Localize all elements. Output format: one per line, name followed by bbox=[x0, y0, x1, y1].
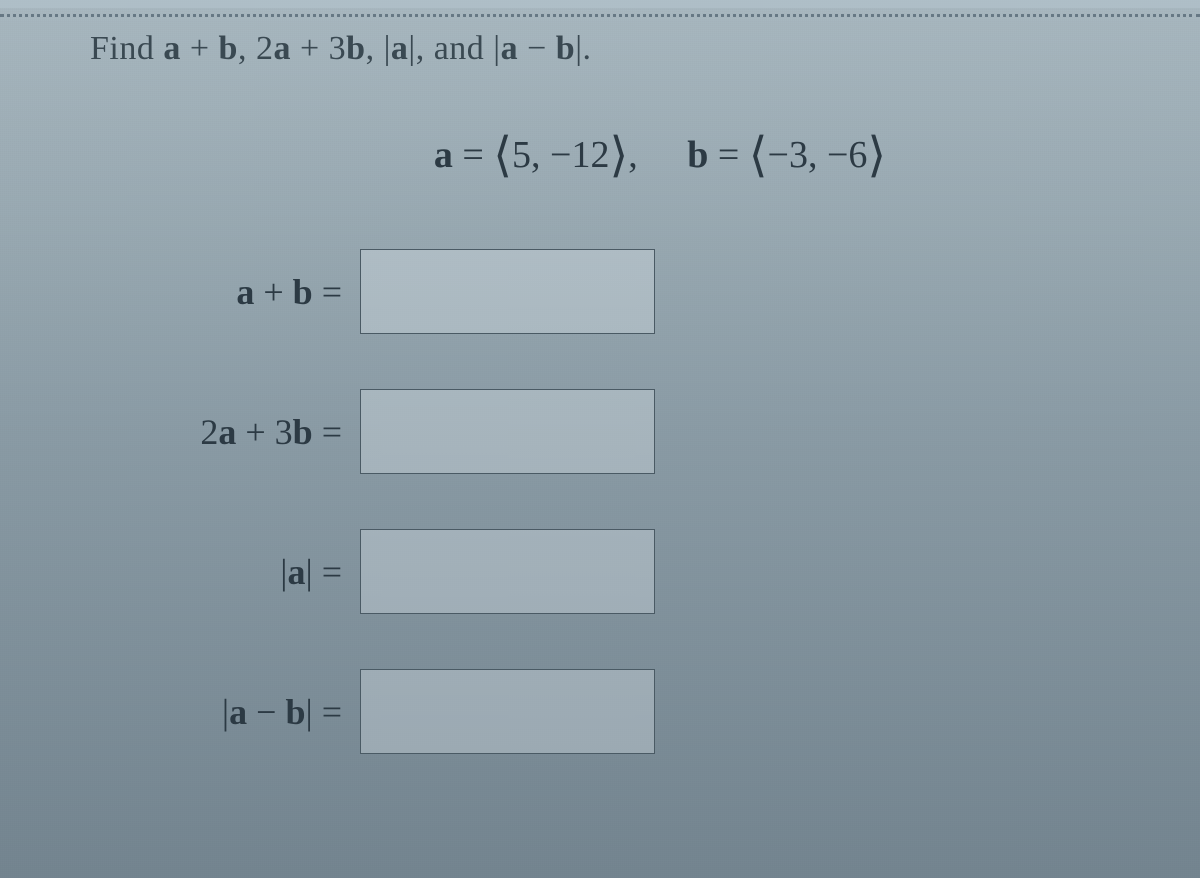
plus-sign: + 3 bbox=[236, 412, 292, 452]
instruction-prefix: Find bbox=[90, 30, 163, 67]
input-2a-plus-3b[interactable] bbox=[360, 389, 655, 474]
var-b: b bbox=[219, 30, 238, 67]
comma-spacer: , bbox=[628, 134, 638, 176]
plus-sign: + bbox=[181, 30, 219, 67]
vector-b-components: −3, −6 bbox=[768, 134, 868, 176]
var-b: b bbox=[346, 30, 365, 67]
vector-b-definition: b = ⟨−3, −6⟩ bbox=[687, 123, 886, 179]
answer-row-magnitude-a: |a| = bbox=[90, 529, 1110, 614]
vector-a-components: 5, −12 bbox=[512, 134, 609, 176]
instruction-text: Find a + b, 2a + 3b, |a|, and |a − b|. bbox=[90, 30, 1110, 68]
instruction-suffix: |. bbox=[575, 30, 591, 67]
given-vectors: a = ⟨5, −12⟩, b = ⟨−3, −6⟩ bbox=[90, 123, 1110, 179]
label-a-plus-b: a + b = bbox=[90, 271, 360, 313]
var-a: a bbox=[287, 552, 305, 592]
var-a: a bbox=[229, 692, 247, 732]
equals-sign: = bbox=[708, 134, 748, 176]
vector-a-definition: a = ⟨5, −12⟩, bbox=[434, 123, 638, 179]
minus-sign: − bbox=[518, 30, 556, 67]
question-content: Find a + b, 2a + 3b, |a|, and |a − b|. a… bbox=[0, 0, 1200, 754]
text-segment: , 2 bbox=[238, 30, 274, 67]
var-b: b bbox=[556, 30, 575, 67]
var-b: b bbox=[293, 412, 313, 452]
answer-row-2a-plus-3b: 2a + 3b = bbox=[90, 389, 1110, 474]
label-magnitude-a-minus-b: |a − b| = bbox=[90, 691, 360, 733]
input-a-plus-b[interactable] bbox=[360, 249, 655, 334]
label-2a-plus-3b: 2a + 3b = bbox=[90, 411, 360, 453]
var-a-label: a bbox=[434, 134, 453, 176]
answer-row-magnitude-a-minus-b: |a − b| = bbox=[90, 669, 1110, 754]
var-a: a bbox=[273, 30, 291, 67]
var-a: a bbox=[236, 272, 254, 312]
input-magnitude-a[interactable] bbox=[360, 529, 655, 614]
equals-sign: = bbox=[313, 412, 342, 452]
minus-sign: − bbox=[247, 692, 285, 732]
var-b-label: b bbox=[687, 134, 708, 176]
coefficient: 2 bbox=[200, 412, 218, 452]
var-a: a bbox=[501, 30, 519, 67]
abs-bar-equals: | = bbox=[305, 552, 342, 592]
var-b: b bbox=[285, 692, 305, 732]
text-segment: , | bbox=[366, 30, 391, 67]
input-magnitude-a-minus-b[interactable] bbox=[360, 669, 655, 754]
plus-sign: + bbox=[254, 272, 292, 312]
var-a: a bbox=[391, 30, 409, 67]
angle-bracket-close: ⟩ bbox=[609, 129, 628, 182]
var-a: a bbox=[163, 30, 181, 67]
equals-sign: = bbox=[453, 134, 493, 176]
angle-bracket-open: ⟨ bbox=[493, 129, 512, 182]
equals-sign: = bbox=[313, 272, 342, 312]
plus-sign: + 3 bbox=[291, 30, 346, 67]
text-segment: |, and | bbox=[408, 30, 500, 67]
abs-bar-equals: | = bbox=[305, 692, 342, 732]
var-a: a bbox=[218, 412, 236, 452]
var-b: b bbox=[293, 272, 313, 312]
answer-row-a-plus-b: a + b = bbox=[90, 249, 1110, 334]
angle-bracket-open: ⟨ bbox=[749, 129, 768, 182]
label-magnitude-a: |a| = bbox=[90, 551, 360, 593]
angle-bracket-close: ⟩ bbox=[867, 129, 886, 182]
